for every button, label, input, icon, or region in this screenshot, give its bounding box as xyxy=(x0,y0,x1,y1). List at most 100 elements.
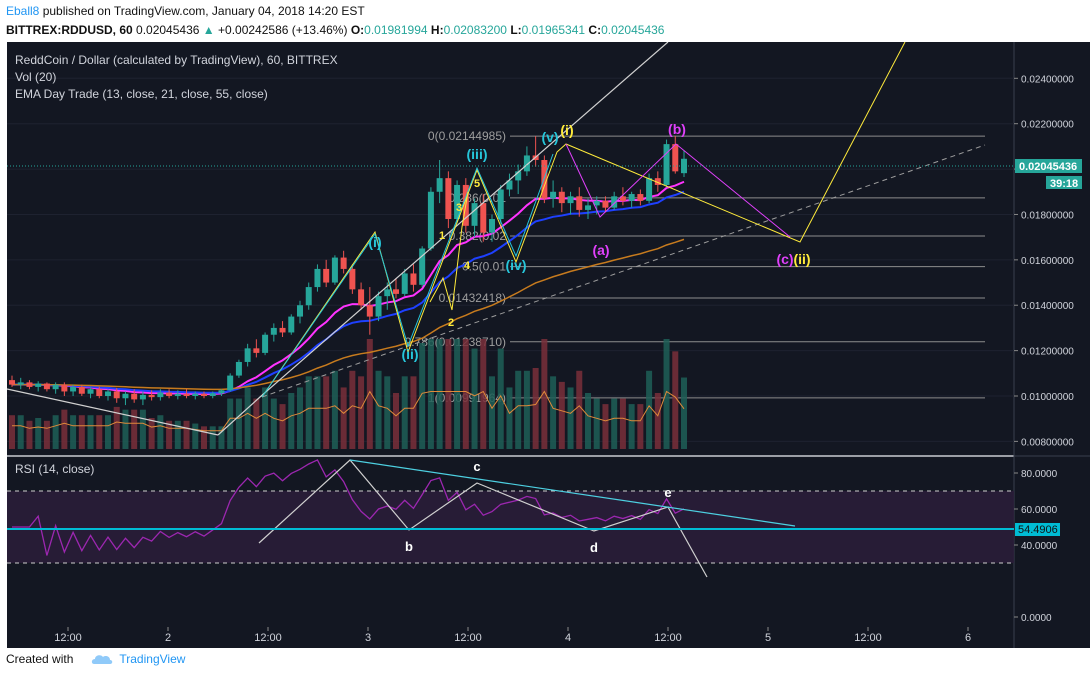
time-tick-label: 12:00 xyxy=(254,632,282,644)
symbol-label: BITTREX:RDDUSD, 60 xyxy=(6,23,133,37)
candle-body xyxy=(506,180,513,190)
candle-body xyxy=(515,171,522,181)
time-tick-label: 12:00 xyxy=(454,632,482,644)
rsi-tick-label: 0.0000 xyxy=(1021,613,1052,624)
legend-title: ReddCoin / Dollar (calculated by Trading… xyxy=(15,53,338,67)
wave-label: (iii) xyxy=(467,146,488,162)
volume-bar xyxy=(436,339,443,449)
volume-bar xyxy=(96,415,103,449)
candle-body xyxy=(105,391,111,396)
candle-body xyxy=(681,158,687,174)
volume-bars xyxy=(9,339,687,449)
volume-bar xyxy=(654,393,661,449)
tradingview-link[interactable]: TradingView xyxy=(119,652,186,666)
volume-bar xyxy=(358,376,365,449)
volume-bar xyxy=(262,387,269,449)
high-value: 0.02083200 xyxy=(443,23,507,37)
volume-bar xyxy=(201,426,207,449)
volume-bar xyxy=(646,370,653,449)
candle-body xyxy=(279,327,286,333)
rsi-point-label: e xyxy=(664,485,671,500)
candle-body xyxy=(366,305,373,317)
time-tick-label: 12:00 xyxy=(54,632,82,644)
time-axis[interactable] xyxy=(7,627,1090,648)
price-tick-label: 0.02400000 xyxy=(1021,74,1074,85)
volume-bar xyxy=(297,387,303,449)
publish-line: Eball8 published on TradingView.com, Jan… xyxy=(6,4,365,18)
rsi-axis-labels: 80.0000 60.0000 40.0000 0.0000 xyxy=(1014,469,1058,624)
candle-body xyxy=(244,348,251,362)
candle-body xyxy=(541,160,548,199)
open-label: O: xyxy=(350,23,365,37)
volume-bar xyxy=(637,404,644,449)
time-tick-label: 2 xyxy=(165,632,171,644)
wave-label: (b) xyxy=(668,121,686,137)
volume-bar xyxy=(349,370,356,449)
volume-bar xyxy=(541,339,548,449)
channel-line-dashed xyxy=(261,144,986,398)
candle-body xyxy=(323,268,330,283)
channel-line-white xyxy=(217,42,669,436)
wave-label: 3 xyxy=(456,202,462,214)
rsi-tick-label: 60.0000 xyxy=(1021,505,1058,516)
candle-body xyxy=(663,144,670,185)
candle-body xyxy=(96,389,103,396)
volume-bar xyxy=(174,420,181,449)
time-tick-label: 3 xyxy=(365,632,371,644)
wave-label: (i) xyxy=(368,234,381,250)
candle-body xyxy=(567,196,574,204)
volume-bar xyxy=(550,376,557,449)
candle-body xyxy=(637,194,644,201)
time-tick-label: 4 xyxy=(565,632,571,644)
published-text: published on TradingView.com, January 04… xyxy=(42,4,365,18)
rsi-band xyxy=(7,491,1014,563)
close-label: C: xyxy=(588,23,602,37)
volume-bar xyxy=(35,418,42,449)
candle-body xyxy=(43,383,50,390)
candle-body xyxy=(419,248,426,285)
ema-55-line xyxy=(11,238,685,391)
volume-bar xyxy=(288,393,295,449)
volume-bar xyxy=(401,376,408,449)
volume-bar xyxy=(157,415,164,449)
rsi-value-tag xyxy=(1015,523,1060,536)
candle-body xyxy=(340,257,347,269)
rsi-point-label: b xyxy=(405,539,413,554)
candle-body xyxy=(157,392,164,398)
volume-bar xyxy=(663,339,670,449)
rsi-point-labels: b c d e xyxy=(405,459,672,555)
candle-body xyxy=(9,380,15,385)
candle-body xyxy=(139,394,146,400)
wave-label: (ii) xyxy=(401,346,418,362)
volume-bar xyxy=(393,393,399,449)
volume-bar xyxy=(122,409,129,449)
volume-bar xyxy=(43,420,50,449)
countdown-tag xyxy=(1046,176,1082,189)
wave-label: (a) xyxy=(592,242,609,258)
price-tick-label: 0.01000000 xyxy=(1021,392,1074,403)
wave-label: 4 xyxy=(464,260,471,272)
volume-bar xyxy=(26,420,33,449)
candle-body xyxy=(427,191,434,249)
rsi-point-label: d xyxy=(590,540,598,555)
candle-body xyxy=(401,273,408,294)
wave-path-cyan xyxy=(261,153,554,398)
volume-bar xyxy=(497,348,504,449)
time-tick-label: 5 xyxy=(765,632,771,644)
price-tick-label: 0.00800000 xyxy=(1021,437,1074,448)
volume-bar xyxy=(410,376,417,449)
volume-bar xyxy=(113,406,120,449)
candle-body xyxy=(550,191,557,199)
footer: Created with TradingView xyxy=(6,652,185,666)
chart-header: Eball8 published on TradingView.com, Jan… xyxy=(0,0,1090,42)
candle-body xyxy=(218,390,225,394)
candle-body xyxy=(585,205,591,210)
candle-body xyxy=(576,196,583,210)
volume-bar xyxy=(244,387,251,449)
price-chart[interactable]: 0(0.02144985)0.236(0.010.382(0.020.5(0.0… xyxy=(0,42,1090,648)
author-link[interactable]: Eball8 xyxy=(6,4,40,18)
volume-bar xyxy=(681,377,687,449)
candle-body xyxy=(35,383,42,387)
candle-body xyxy=(17,382,24,385)
last-price-tag-text: 0.02045436 xyxy=(1019,161,1077,173)
